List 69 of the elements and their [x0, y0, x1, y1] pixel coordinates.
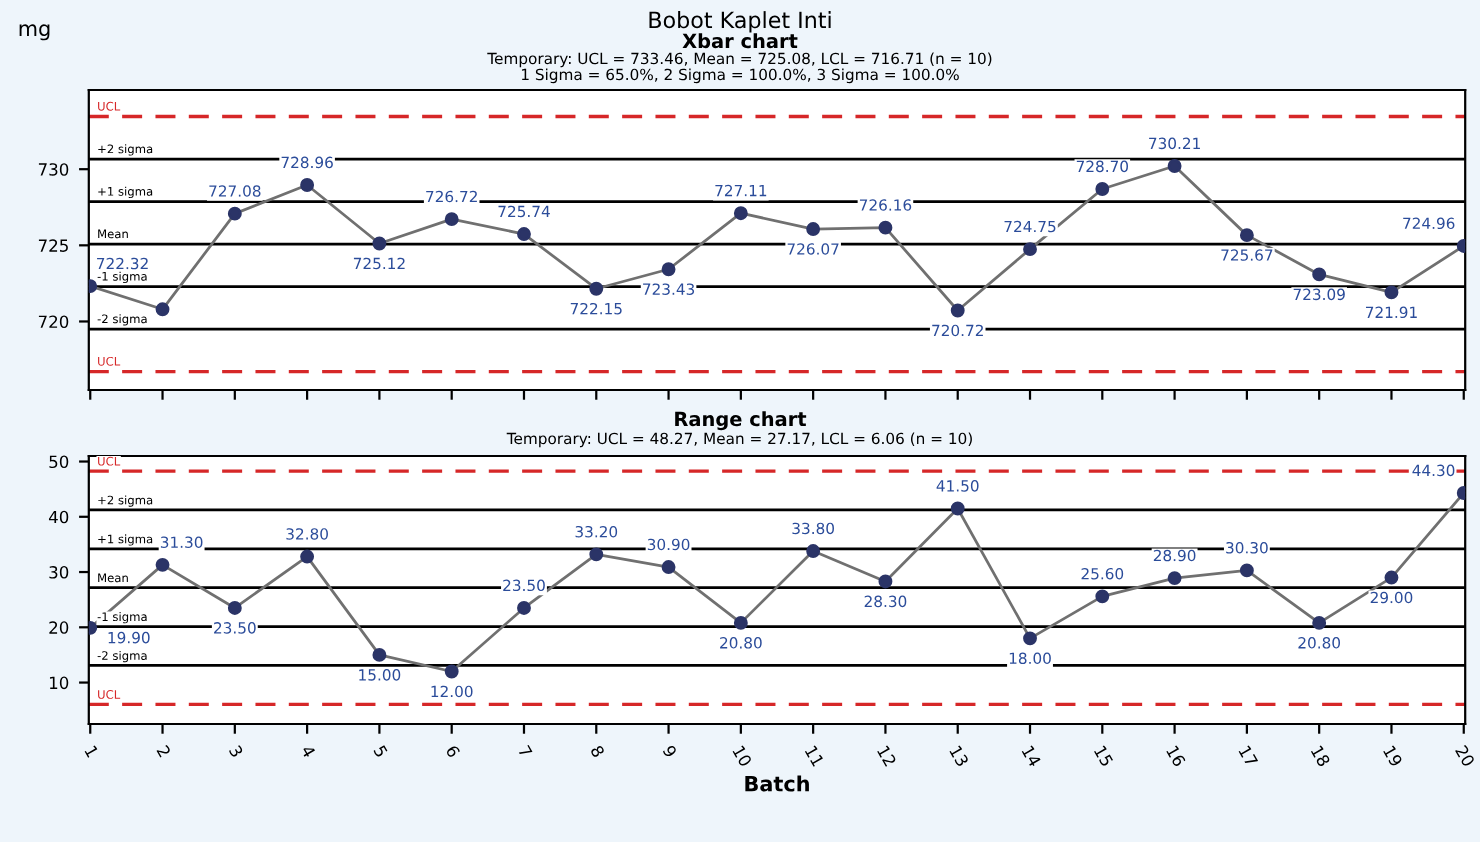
- point: [661, 560, 676, 575]
- point: [517, 601, 531, 615]
- y-tick-label: 50: [49, 455, 69, 469]
- x-tick-label: 19: [1382, 745, 1403, 768]
- point: [372, 236, 387, 251]
- x-tick-label: 13: [949, 745, 970, 768]
- point: [1384, 285, 1399, 300]
- y-tick-label: 10: [49, 676, 69, 690]
- point: [155, 302, 170, 317]
- point: [589, 281, 604, 296]
- x-tick-label: 4: [300, 744, 316, 759]
- x-tick-label: 15: [1093, 745, 1114, 767]
- point: [733, 615, 748, 630]
- point: [950, 501, 965, 516]
- point: [444, 212, 459, 227]
- x-tick-label: 16: [1166, 745, 1187, 768]
- point: [1023, 242, 1037, 257]
- y-axis-title: mg: [19, 24, 50, 41]
- y-tick-label: 30: [49, 566, 69, 579]
- point: [878, 220, 893, 235]
- y-tick-label: 725: [38, 239, 68, 252]
- x-tick-label: 11: [804, 745, 825, 767]
- y-tick-label: 720: [38, 315, 69, 329]
- y-tick-label: 20: [49, 621, 69, 634]
- point: [517, 227, 531, 242]
- x-tick-label: 12: [877, 745, 897, 767]
- y-tick-label: 730: [38, 163, 69, 176]
- x-tick-label: 8: [590, 744, 606, 759]
- point: [1095, 182, 1110, 196]
- point: [155, 557, 170, 572]
- x-tick-label: 2: [156, 744, 172, 758]
- chart-title: Bobot Kaplet Inti: [649, 11, 831, 33]
- point: [227, 206, 242, 221]
- point: [300, 549, 315, 564]
- x-tick-label: 5: [373, 744, 388, 758]
- x-tick-label: 18: [1310, 745, 1331, 768]
- x-tick-label: 1: [84, 745, 99, 758]
- chart-title: Range chart: [675, 411, 807, 431]
- x-tick-label: 17: [1238, 745, 1259, 767]
- x-tick-label: 20: [1454, 744, 1476, 768]
- x-tick-label: 10: [732, 745, 753, 768]
- point: [372, 647, 387, 662]
- point: [1023, 631, 1037, 646]
- point: [589, 547, 604, 562]
- x-tick-label: 9: [662, 744, 678, 759]
- x-axis-title: Batch: [745, 775, 809, 792]
- point: [1384, 570, 1399, 585]
- point: [444, 664, 459, 679]
- point: [1239, 228, 1254, 243]
- x-tick-label: 3: [228, 744, 244, 758]
- point: [1167, 159, 1182, 173]
- point: [1167, 571, 1182, 586]
- point: [1312, 267, 1327, 282]
- point: [1312, 615, 1327, 630]
- point: [878, 574, 893, 589]
- y-tick-label: 40: [48, 510, 69, 524]
- chart-subtitle: Xbar chart: [682, 33, 798, 49]
- point: [733, 206, 748, 221]
- point: [806, 544, 821, 558]
- point: [806, 222, 821, 236]
- point: [300, 178, 315, 192]
- x-tick-label: 14: [1021, 745, 1042, 768]
- point: [1239, 563, 1254, 578]
- x-tick-label: 6: [445, 744, 461, 759]
- point: [661, 262, 676, 277]
- point: [227, 601, 242, 615]
- x-tick-label: 7: [518, 744, 533, 758]
- point: [1095, 589, 1110, 604]
- point: [950, 303, 965, 318]
